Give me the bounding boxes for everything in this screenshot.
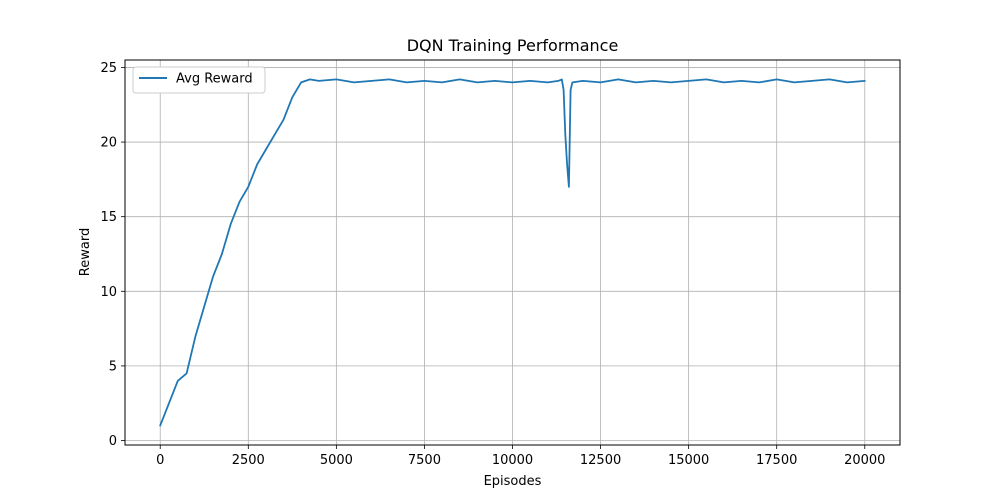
x-tick-label-0: 0 bbox=[156, 453, 164, 468]
x-tick-label-1: 2500 bbox=[232, 453, 265, 468]
tick-layer: 0 2500 5000 7500 10000 12500 15000 17500 20000 0 5… bbox=[100, 61, 885, 468]
grid-lines bbox=[125, 60, 900, 445]
x-axis-label: Episodes bbox=[484, 474, 542, 489]
y-tick-label-1: 5 bbox=[109, 359, 117, 374]
x-tick-label-2: 5000 bbox=[320, 453, 353, 468]
y-tick-label-0: 0 bbox=[109, 434, 117, 449]
x-tick-label-3: 7500 bbox=[408, 453, 441, 468]
y-axis-label: Reward bbox=[78, 228, 93, 276]
y-tick-label-2: 10 bbox=[100, 285, 117, 300]
x-tick-label-8: 20000 bbox=[844, 453, 885, 468]
legend: Avg Reward bbox=[132, 66, 266, 94]
x-tick-label-5: 12500 bbox=[580, 453, 621, 468]
legend-box bbox=[132, 66, 266, 94]
x-tick-label-6: 15000 bbox=[668, 453, 709, 468]
y-tick-label-5: 25 bbox=[100, 61, 117, 76]
y-tick-label-3: 15 bbox=[100, 210, 117, 225]
x-tick-label-4: 10000 bbox=[492, 453, 533, 468]
legend-label-avg-reward: Avg Reward bbox=[176, 72, 253, 87]
y-tick-label-4: 20 bbox=[100, 136, 117, 151]
x-tick-label-7: 17500 bbox=[756, 453, 797, 468]
series-line-0 bbox=[159, 78, 866, 427]
chart-title: DQN Training Performance bbox=[407, 36, 619, 55]
series-layer bbox=[159, 78, 866, 427]
